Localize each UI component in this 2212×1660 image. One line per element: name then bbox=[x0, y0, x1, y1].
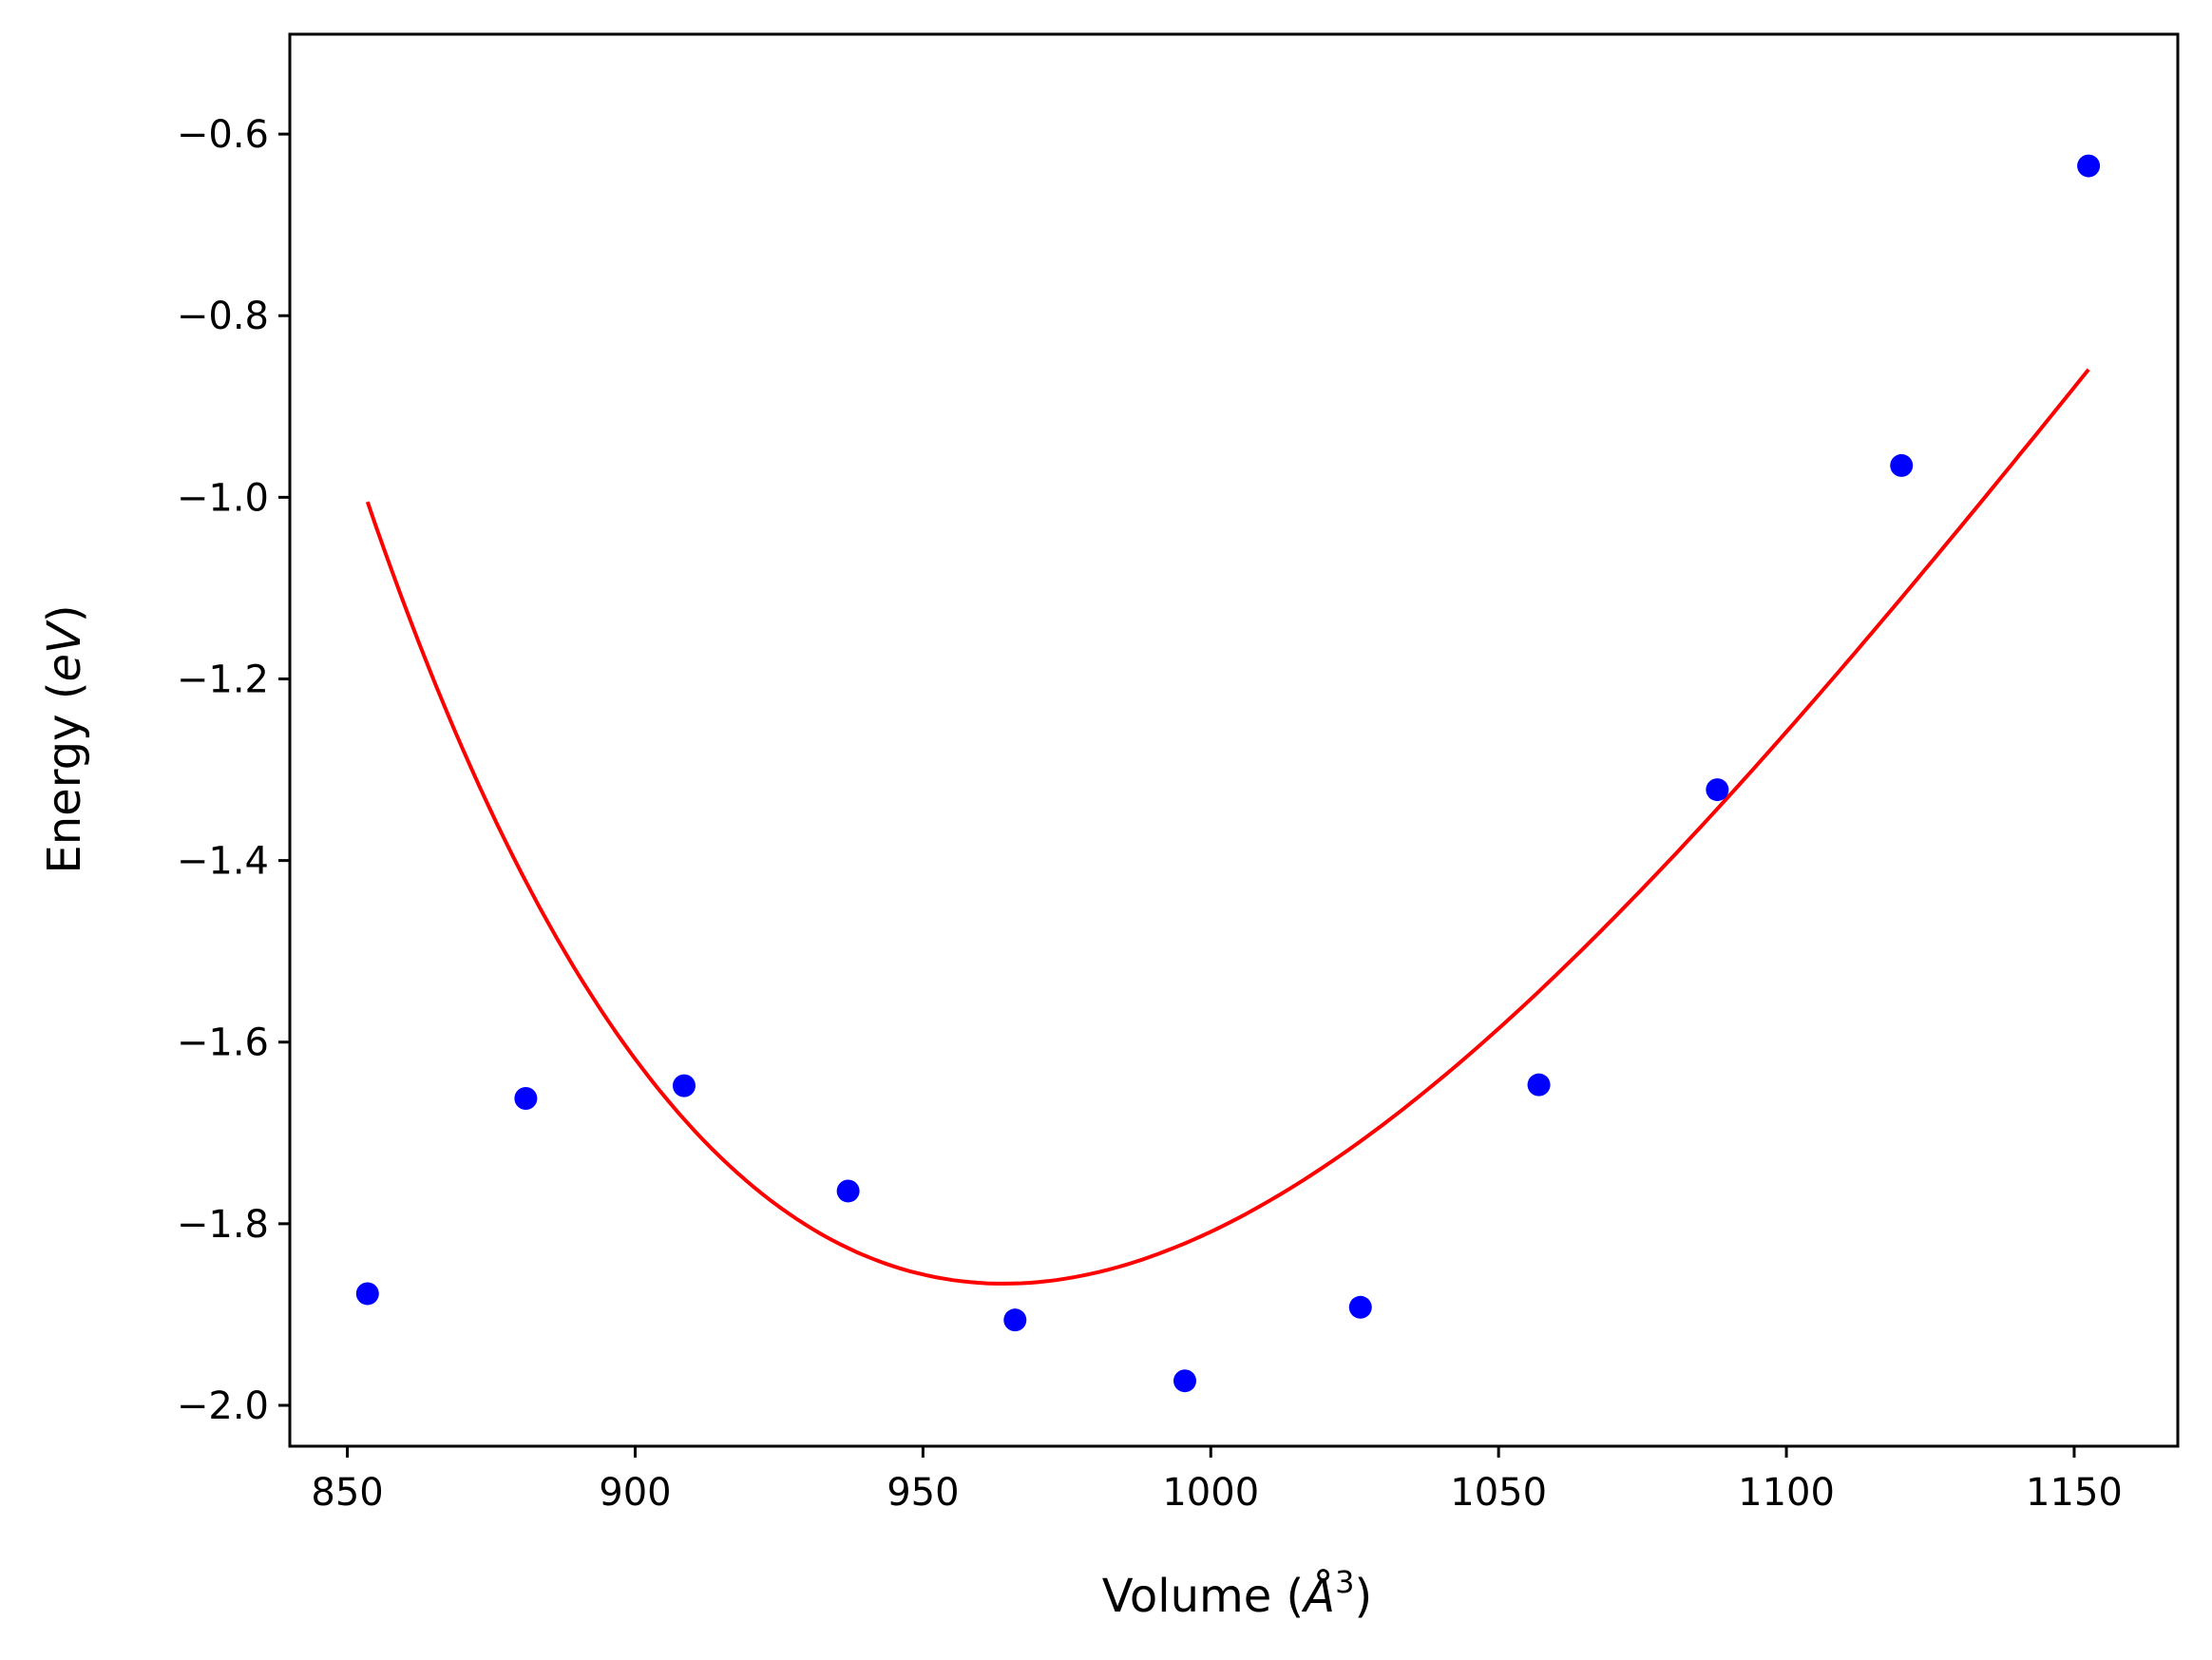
x-tick-label: 900 bbox=[599, 1471, 671, 1515]
chart-marks bbox=[355, 154, 2101, 1393]
data-point bbox=[1706, 778, 1729, 802]
data-point bbox=[355, 1282, 379, 1306]
fit-curve-line bbox=[365, 368, 2090, 1286]
data-point bbox=[1890, 453, 1914, 477]
x-tick-label: 850 bbox=[311, 1471, 383, 1515]
y-tick-label: −1.0 bbox=[177, 476, 269, 520]
y-tick-label: −1.4 bbox=[177, 840, 269, 884]
x-axis-title: Volume (Å3) bbox=[1102, 1564, 1372, 1623]
y-axis-title: Energy (eV) bbox=[38, 604, 91, 873]
axes-frame bbox=[288, 32, 2180, 1448]
y-tick-label: −1.2 bbox=[177, 658, 269, 701]
data-point bbox=[1173, 1369, 1197, 1393]
y-tick-label: −1.8 bbox=[177, 1203, 269, 1247]
x-tick-label: 1000 bbox=[1162, 1471, 1259, 1515]
x-tick-label: 950 bbox=[887, 1471, 959, 1515]
data-point bbox=[836, 1179, 860, 1203]
x-tick-label: 1050 bbox=[1450, 1471, 1547, 1515]
axes: 850 900 950 1000 1050 1100 1150 −2.0 −1.8 −1.6 −1.… bbox=[177, 32, 2180, 1515]
data-point bbox=[672, 1074, 696, 1097]
y-tick-label: −1.6 bbox=[177, 1021, 269, 1065]
y-tick-label: −0.8 bbox=[177, 295, 269, 338]
x-tick-label: 1100 bbox=[1738, 1471, 1835, 1515]
y-tick-label: −2.0 bbox=[177, 1384, 269, 1428]
plot-area bbox=[290, 34, 2178, 1446]
data-point bbox=[1348, 1295, 1372, 1319]
x-tick-label: 1150 bbox=[2026, 1471, 2123, 1515]
data-point bbox=[2077, 154, 2101, 178]
data-point bbox=[1527, 1073, 1551, 1097]
plot-background bbox=[290, 34, 2178, 1446]
data-point bbox=[1003, 1308, 1027, 1332]
y-tick-label: −0.6 bbox=[177, 113, 269, 157]
data-point bbox=[514, 1086, 538, 1110]
